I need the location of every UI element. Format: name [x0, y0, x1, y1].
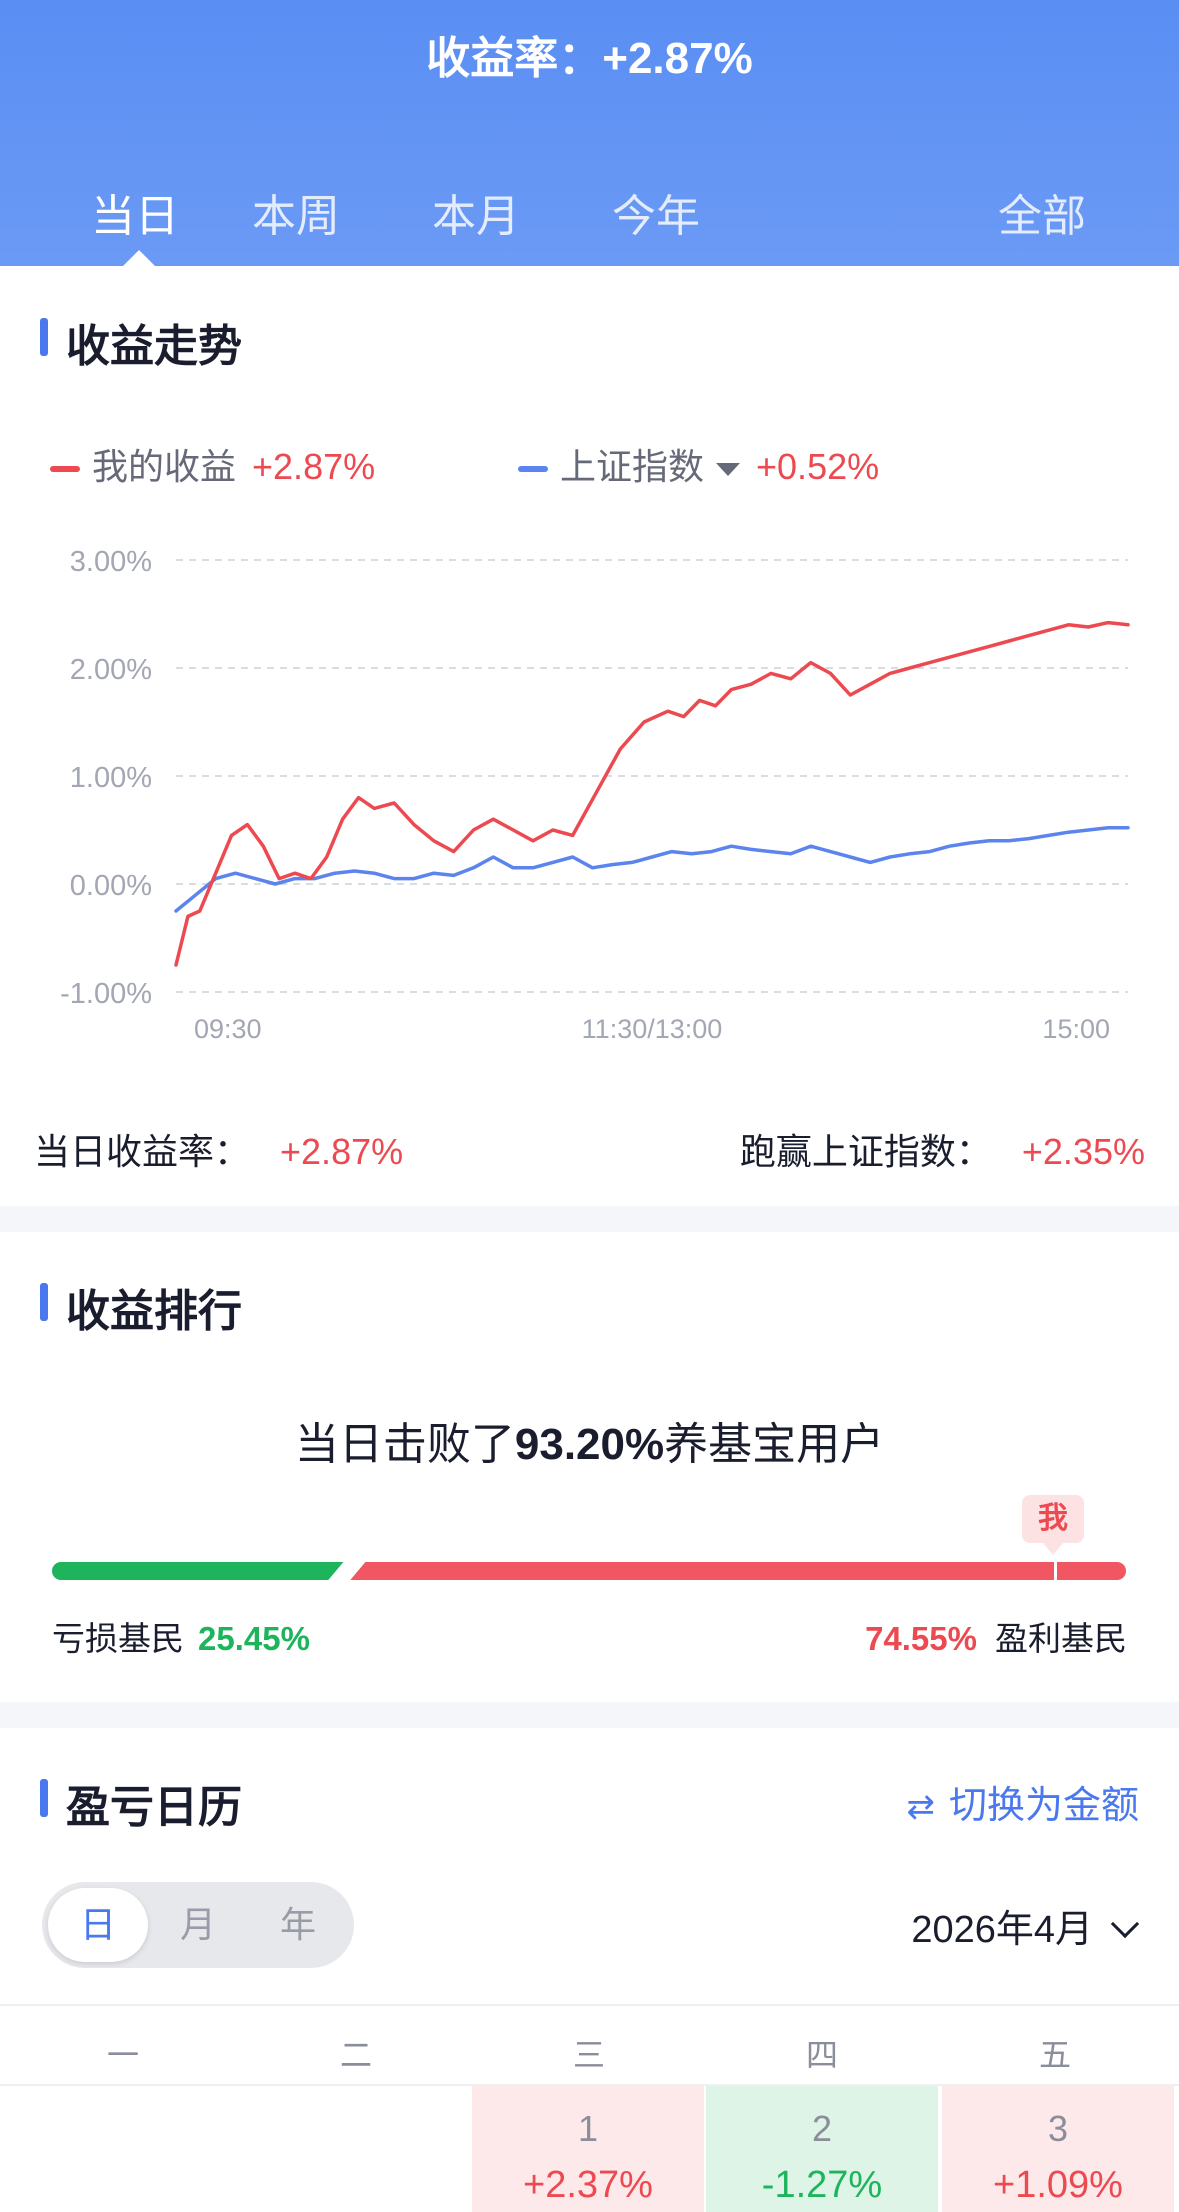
tab-week[interactable]: 本周 — [252, 192, 340, 241]
me-position-marker — [1054, 1562, 1057, 1580]
tab-year[interactable]: 今年 — [612, 192, 700, 241]
tab-month[interactable]: 本月 — [432, 192, 520, 241]
day-return: +2.37% — [523, 2164, 653, 2206]
legend-value: +2.87% — [252, 446, 376, 487]
trend-section-title: 收益走势 — [40, 310, 242, 374]
me-badge: 我 — [1022, 1495, 1084, 1555]
calendar-day-1[interactable]: 1 +2.37% — [472, 2086, 704, 2212]
profit-label-text: 盈利基民 — [995, 1620, 1127, 1657]
weekday-tue: 二 — [339, 2037, 372, 2073]
beat-index-label: 跑赢上证指数： — [739, 1131, 992, 1172]
series-line — [174, 826, 1130, 913]
profit-bar-segment — [347, 1562, 1126, 1580]
legend-name: 上证指数 — [560, 446, 705, 487]
day-number: 2 — [811, 2108, 833, 2149]
month-label: 2026年4月 — [911, 1909, 1093, 1951]
profit-loss-bar — [52, 1560, 1126, 1584]
loss-label-text: 亏损基民 — [52, 1620, 184, 1657]
beat-index-summary: 跑赢上证指数： +2.35% — [740, 1123, 1145, 1175]
y-tick-label: 3.00% — [70, 546, 152, 578]
weekday-header: 一 二 三 四 五 — [0, 2004, 1179, 2086]
y-tick-label: 0.00% — [70, 870, 152, 902]
legend-swatch-red — [50, 466, 80, 473]
day-return: +1.09% — [993, 2164, 1123, 2206]
day-number: 3 — [1047, 2108, 1069, 2149]
y-tick-label: 1.00% — [70, 762, 152, 794]
y-tick-label: -1.00% — [60, 978, 152, 1010]
tab-all[interactable]: 全部 — [998, 192, 1086, 241]
daily-return-label: 当日收益率： — [34, 1131, 251, 1172]
header: 收益率：+2.87% 当日 本周 本月 今年 全部 — [0, 0, 1179, 266]
weekday-mon: 一 — [106, 2037, 139, 2073]
loss-bar-segment — [52, 1562, 357, 1580]
series-line — [174, 620, 1130, 967]
legend-my-return[interactable]: 我的收益 +2.87% — [50, 438, 375, 490]
chevron-down-icon — [1110, 1909, 1140, 1939]
beat-percent: 93.20% — [514, 1420, 665, 1469]
rank-section-title: 收益排行 — [40, 1275, 242, 1339]
period-tabs: 当日 本周 本月 今年 全部 — [0, 180, 1179, 241]
segment-year[interactable]: 年 — [279, 1904, 316, 1945]
day-return: -1.27% — [761, 2164, 883, 2206]
month-picker[interactable]: 2026年4月 — [911, 1898, 1140, 1953]
x-tick-label: 15:00 — [1042, 1014, 1110, 1044]
switch-to-amount-button[interactable]: ⇄ 切换为金额 — [906, 1774, 1139, 1829]
dropdown-caret-icon[interactable] — [716, 462, 741, 476]
weekday-fri: 五 — [1038, 2037, 1071, 2073]
weekday-wed: 三 — [572, 2037, 605, 2073]
y-tick-label: 2.00% — [70, 654, 152, 686]
return-trend-chart: 3.00% 2.00% 1.00% 0.00% -1.00% 09:30 11:30/13:… — [60, 546, 1130, 1044]
beat-suffix: 养基宝用户 — [664, 1420, 885, 1469]
beat-prefix: 当日击败了 — [294, 1420, 515, 1469]
calendar-granularity-toggle: 日 月 年 — [42, 1882, 354, 1968]
calendar-day-3[interactable]: 3 +1.09% — [942, 2086, 1174, 2212]
rank-card — [0, 1232, 1179, 1702]
segment-day[interactable]: 日 — [48, 1888, 148, 1962]
switch-label: 切换为金额 — [948, 1785, 1139, 1827]
profit-label: 74.55% 盈利基民 — [865, 1612, 1127, 1660]
trend-card — [0, 266, 1179, 1206]
legend-swatch-blue — [518, 466, 548, 473]
swap-arrows-icon: ⇄ — [906, 1788, 935, 1826]
day-number: 1 — [577, 2108, 599, 2149]
calendar-section-title: 盈亏日历 — [40, 1771, 242, 1835]
legend-name: 我的收益 — [92, 446, 237, 487]
daily-return-summary: 当日收益率： +2.87% — [34, 1123, 403, 1175]
tab-today[interactable]: 当日 — [91, 192, 179, 241]
daily-return-value: +2.87% — [280, 1131, 404, 1172]
segment-month[interactable]: 月 — [179, 1904, 216, 1945]
beat-index-value: +2.35% — [1021, 1131, 1145, 1172]
active-tab-indicator — [123, 250, 155, 266]
legend-value: +0.52% — [756, 446, 880, 487]
x-tick-label: 11:30/13:00 — [582, 1014, 723, 1044]
return-rate-title: 收益率：+2.87% — [426, 34, 753, 83]
loss-percent: 25.45% — [198, 1620, 310, 1657]
profit-percent: 74.55% — [865, 1620, 977, 1657]
x-tick-label: 09:30 — [194, 1014, 262, 1044]
legend-index[interactable]: 上证指数 +0.52% — [518, 438, 879, 490]
weekday-thu: 四 — [805, 2037, 838, 2073]
calendar-day-2[interactable]: 2 -1.27% — [706, 2086, 938, 2212]
loss-label: 亏损基民 25.45% — [52, 1612, 310, 1660]
beat-users-text: 当日击败了93.20%养基宝用户 — [0, 1408, 1179, 1472]
